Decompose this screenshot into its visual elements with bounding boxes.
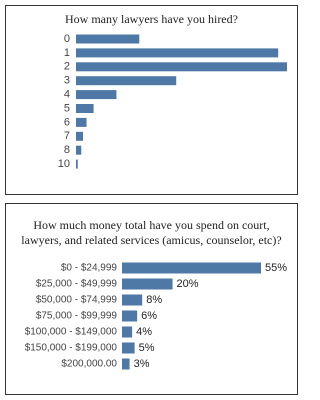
bar — [76, 62, 287, 72]
data-label: 5% — [139, 342, 155, 354]
y-tick-label: $100,000 - $149,000 — [25, 327, 118, 338]
chart: $0 - $24,999 55% $25,000 - $49,999 20% $50,0… — [25, 262, 288, 370]
y-tick-label: 6 — [64, 116, 70, 128]
y-tick-label: 4 — [64, 89, 70, 101]
page: {"chart_data": [ {"type": "bar", "orient… — [5, 5, 298, 395]
y-tick-label: 1 — [64, 47, 70, 59]
chart: 0 1 2 3 45 6 7 8 10 — [58, 33, 287, 170]
chart-panel: How much money total have you spend on c… — [5, 203, 298, 395]
bar — [122, 278, 173, 290]
y-tick-label: $150,000 - $199,000 — [25, 343, 118, 354]
y-tick-label: 8 — [64, 144, 70, 156]
data-label: 20% — [177, 278, 199, 290]
bar — [122, 358, 130, 370]
bar — [122, 310, 138, 322]
data-label: 4% — [136, 326, 152, 338]
y-tick-label: 10 — [58, 158, 70, 170]
bar — [122, 262, 261, 274]
bar — [76, 34, 140, 44]
y-tick-label: $50,000 - $74,999 — [36, 295, 118, 306]
data-label: 55% — [265, 262, 287, 274]
bar — [122, 342, 135, 354]
bar — [76, 76, 177, 86]
bar — [76, 159, 78, 169]
bar — [76, 90, 117, 100]
bar — [76, 117, 87, 127]
bar — [122, 326, 133, 338]
data-label: 6% — [141, 310, 157, 322]
y-tick-label: 5 — [64, 102, 70, 114]
y-tick-label: $25,000 - $49,999 — [36, 279, 118, 290]
data-label: 8% — [146, 294, 162, 306]
chart-title: How much money total have you spend on c… — [21, 218, 282, 247]
bar — [76, 104, 94, 113]
data-label: 3% — [134, 358, 150, 370]
bar — [122, 294, 143, 306]
bar — [76, 131, 84, 141]
y-tick-label: $0 - $24,999 — [61, 263, 118, 274]
y-tick-label: 0 — [64, 33, 70, 45]
bar — [76, 48, 279, 58]
y-tick-label: 2 — [64, 61, 70, 73]
y-tick-label: $200,000.00 — [61, 359, 117, 370]
chart-title: How many lawyers have you hired? — [65, 12, 238, 26]
bar — [76, 145, 82, 155]
y-tick-label: $75,000 - $99,999 — [36, 311, 118, 322]
y-tick-label: 7 — [64, 130, 70, 142]
y-tick-label: 3 — [64, 75, 70, 87]
